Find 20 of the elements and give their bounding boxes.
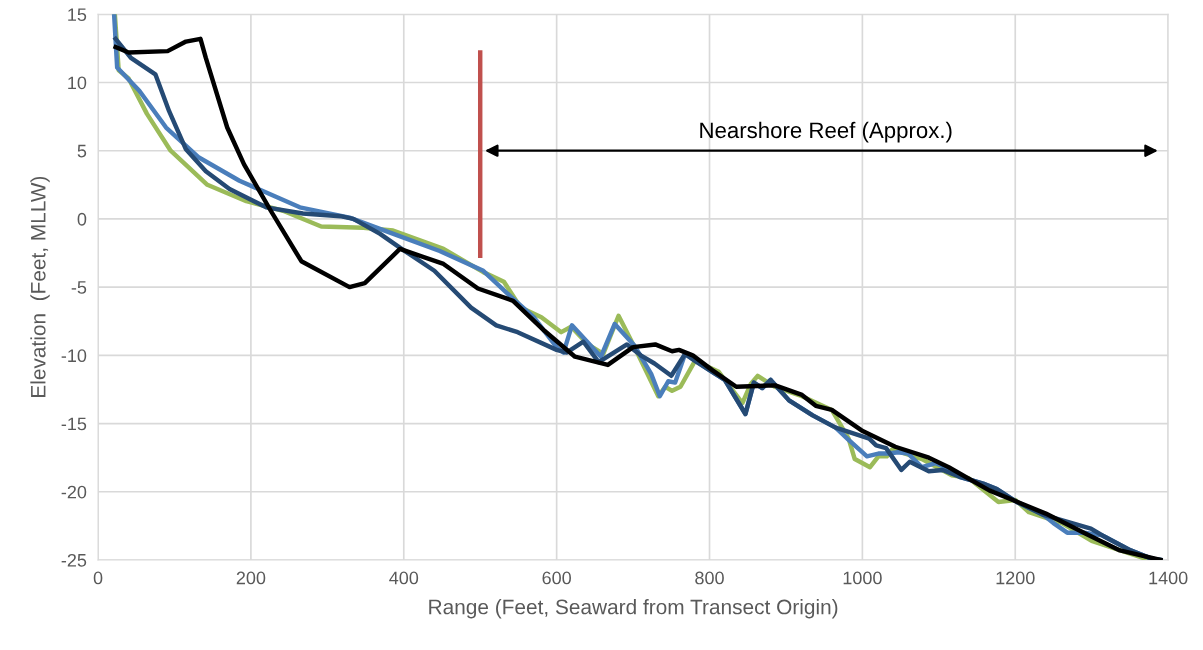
x-tick-label: 1400: [1149, 571, 1188, 585]
y-tick-label: 10: [68, 76, 87, 90]
y-tick-label: -10: [61, 349, 87, 363]
x-tick-label: 1000: [843, 571, 882, 585]
x-tick-label: 400: [389, 571, 419, 585]
y-tick-label: 5: [77, 144, 87, 158]
y-tick-label: 0: [77, 212, 87, 226]
y-tick-label: -15: [61, 417, 87, 431]
x-tick-label: 200: [236, 571, 266, 585]
x-tick-label: 600: [542, 571, 571, 585]
x-axis-title: Range (Feet, Seaward from Transect Origin): [429, 599, 838, 619]
x-tick-label: 800: [695, 571, 724, 585]
y-tick-label: 15: [68, 8, 87, 22]
y-tick-label: -25: [61, 553, 87, 567]
y-tick-label: -20: [61, 485, 87, 499]
x-tick-label: 0: [93, 571, 103, 585]
y-axis-title: Elevation (Feet, MLLW): [30, 176, 50, 397]
y-tick-label: -5: [71, 281, 87, 294]
annotation: Nearshore Reef (Approx.): [700, 121, 952, 143]
x-tick-label: 1200: [996, 571, 1035, 585]
